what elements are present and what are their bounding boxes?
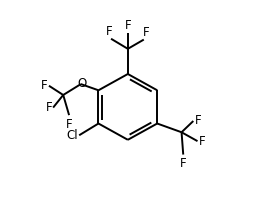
Text: F: F [199, 135, 206, 148]
Text: F: F [46, 101, 52, 114]
Text: Cl: Cl [66, 129, 78, 142]
Text: F: F [106, 25, 112, 38]
Text: F: F [180, 157, 187, 170]
Text: O: O [77, 77, 87, 90]
Text: F: F [195, 114, 201, 127]
Text: F: F [41, 79, 48, 92]
Text: F: F [66, 118, 73, 131]
Text: F: F [143, 26, 149, 39]
Text: F: F [124, 19, 131, 32]
